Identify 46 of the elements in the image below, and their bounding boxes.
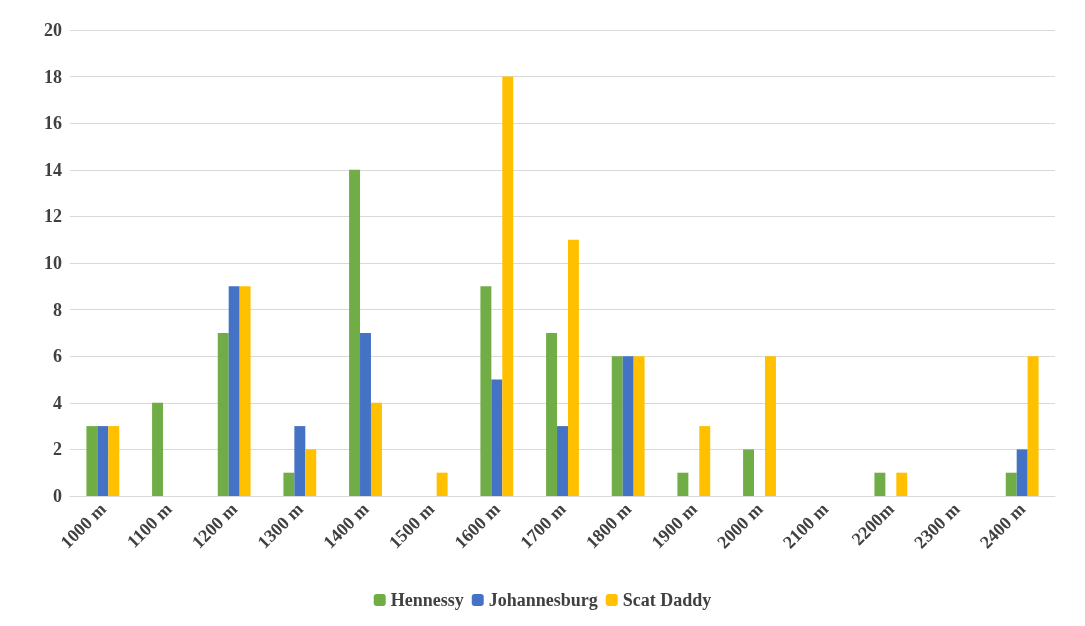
bar [349,169,361,496]
bar [743,449,755,496]
y-tick-label: 14 [44,159,62,180]
y-tick-label: 18 [44,66,62,87]
legend-label: Hennessy [390,590,464,610]
bar [370,402,382,496]
bar [622,356,634,496]
y-tick-label: 10 [44,253,62,273]
y-tick-label: 16 [44,113,62,134]
bar [97,426,109,496]
bar [239,286,251,496]
bar [360,332,371,496]
y-tick-label: 2 [53,439,62,460]
y-tick-label: 4 [53,392,62,413]
bar [611,356,623,496]
bar [557,426,568,496]
bar [436,472,448,496]
bar [228,286,240,496]
y-tick-label: 6 [53,346,62,367]
bar [1027,356,1039,496]
legend-label: Johannesburg [488,590,598,610]
bar [677,472,689,496]
bar [764,356,776,496]
bar [1005,472,1017,496]
bar [502,76,514,496]
bar [217,332,229,496]
y-tick-label: 0 [53,486,62,506]
bar [874,472,886,496]
bar [699,426,711,496]
bar [567,239,579,496]
bar [283,472,295,496]
bar [491,379,503,496]
bar [546,332,558,496]
y-tick-label: 8 [53,299,62,320]
y-tick-label: 12 [44,206,62,227]
y-tick-label: 20 [44,20,62,40]
bar [294,426,306,496]
bar [305,449,317,496]
bar [480,286,492,496]
bar [152,402,164,496]
bar [108,426,120,496]
legend-label: Scat Daddy [622,590,712,610]
bar [896,472,908,496]
bar [86,426,98,496]
bar [1016,449,1028,496]
bar [633,356,645,496]
